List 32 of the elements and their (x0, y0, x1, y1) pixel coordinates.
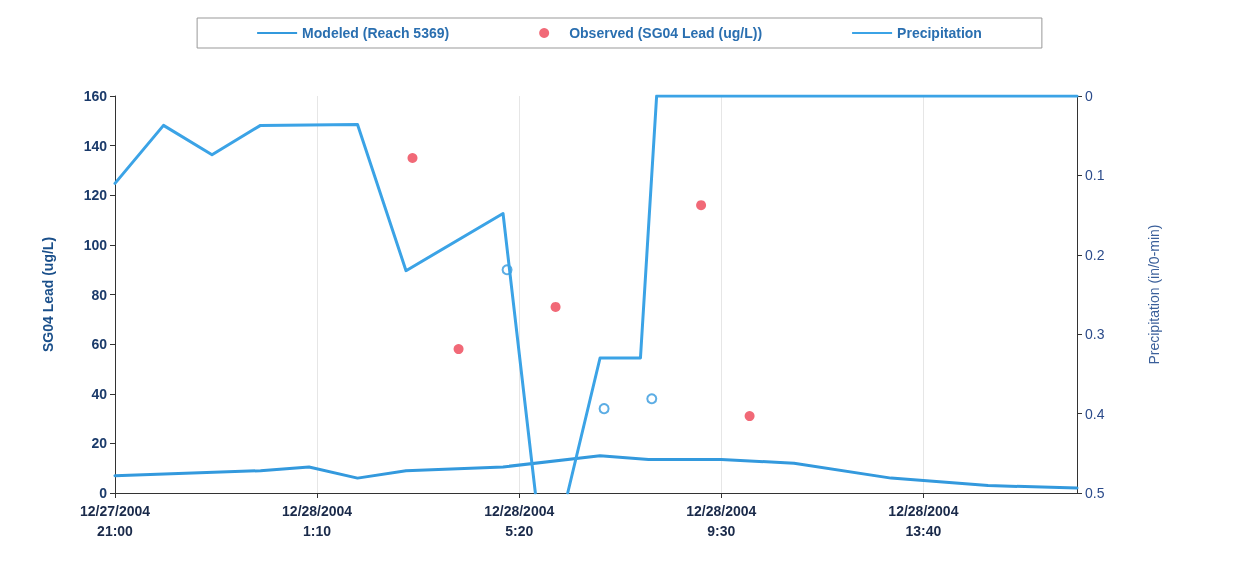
point (696, 200, 707, 211)
y-tick-label: 140 (83, 137, 108, 154)
x-tick-label: 12/27/2004 21:00 (79, 503, 151, 539)
legend-label: Observed (SG04 Lead (ug/L)) (569, 25, 763, 41)
y-tick-label: 20 (91, 435, 108, 452)
point (407, 153, 418, 164)
y-tick-label: 80 (91, 286, 108, 303)
legend-label: Modeled (Reach 5369) (302, 25, 450, 41)
legend-label: Precipitation (897, 25, 982, 41)
y2-axis-title: Precipitation (in/0-min) (1146, 224, 1162, 365)
y2-tick-label: 0.1 (1085, 167, 1105, 184)
y2-tick-label: 0.4 (1085, 405, 1105, 422)
point (744, 411, 755, 422)
y2-tick-label: 0.5 (1085, 485, 1105, 501)
y-tick-label: 100 (83, 236, 108, 253)
x-tick-label: 12/28/2004 5:20 (484, 503, 555, 539)
y2-tick-label: 0.3 (1085, 326, 1105, 343)
y2-tick-label: 0 (1085, 88, 1093, 104)
y2-tick-label: 0.2 (1085, 246, 1105, 263)
x-tick-label: 12/28/2004 13:40 (888, 503, 959, 539)
y-tick-label: 160 (83, 88, 108, 104)
y-tick-label: 40 (91, 385, 108, 402)
y-tick-label: 120 (83, 187, 108, 204)
point (598, 403, 610, 415)
y-tick-label: 60 (91, 336, 108, 353)
point (646, 393, 658, 405)
x-tick-label: 12/28/2004 9:30 (686, 503, 757, 539)
x-tick-label: 12/28/2004 1:10 (282, 503, 353, 539)
point (550, 301, 561, 312)
y-axis-title: SG04 Lead (ug/L) (40, 236, 56, 353)
point (453, 344, 464, 355)
y-tick-label: 0 (99, 485, 108, 501)
